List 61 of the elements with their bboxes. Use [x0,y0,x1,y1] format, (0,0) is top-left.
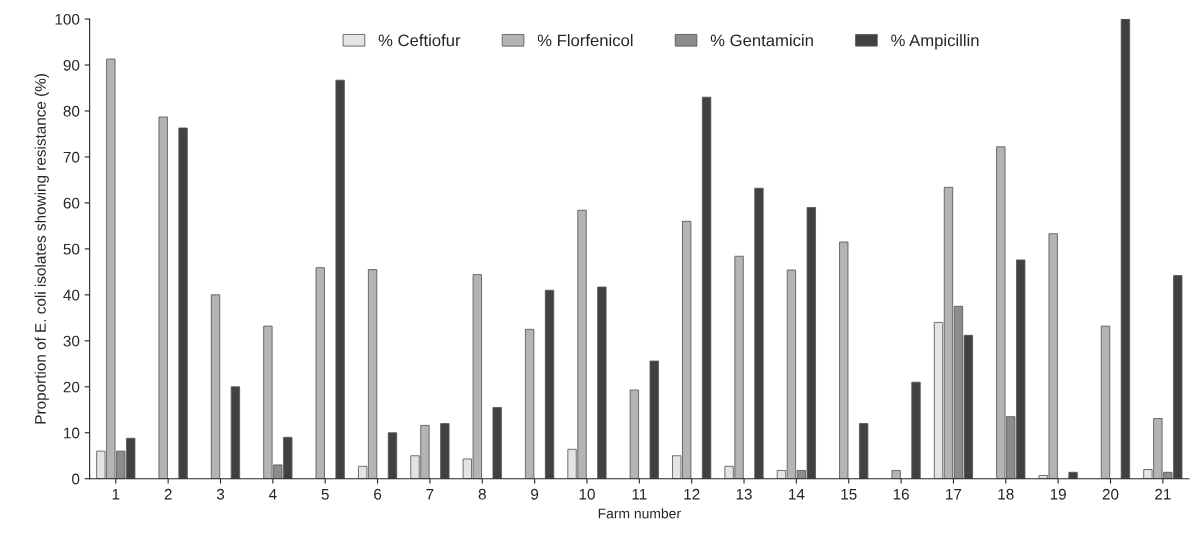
y-tick-label: 50 [63,243,80,255]
bar [859,423,869,479]
bar [701,96,712,479]
bar [597,286,607,479]
bar [158,116,168,479]
y-tick-label: 90 [63,59,80,71]
bar [230,386,241,479]
legend-label: % Ceftiofur [378,34,461,47]
bar [839,241,849,479]
y-tick-label: 10 [64,427,80,439]
x-tick-label: 21 [1155,488,1171,500]
bar [492,407,502,479]
bar [1068,471,1078,479]
bar [754,187,764,479]
x-tick-label: 20 [1102,488,1119,500]
x-tick-label: 11 [632,489,647,500]
bar [210,294,221,479]
y-axis-title: Proportion of E. coli isolates showing resistance (%) [34,74,49,424]
legend-label: % Ampicillin [891,34,979,50]
x-tick-label: 19 [1050,488,1066,500]
bar [629,389,639,479]
bar [440,423,450,479]
x-tick-label: 2 [164,488,172,500]
x-tick-label: 14 [789,489,805,500]
x-tick-label: 6 [374,488,382,500]
bar [891,470,901,479]
y-tick-label: 70 [63,151,80,163]
bar [544,289,555,479]
x-tick-label: 18 [998,488,1014,500]
y-tick-label: 60 [63,197,80,209]
x-tick-label: 16 [893,488,909,500]
x-tick-label: 4 [268,489,277,500]
legend-label: % Gentamicin [710,34,813,47]
y-tick-label: 0 [72,473,80,485]
y-tick-label: 40 [63,289,80,301]
bar [335,79,345,479]
bar [315,267,325,479]
x-tick-label: 8 [478,488,486,500]
x-tick-label: 17 [946,489,962,500]
x-tick-label: 3 [216,488,225,500]
x-tick-label: 10 [579,488,595,500]
bar [525,328,535,479]
x-tick-label: 13 [736,488,752,500]
bar [649,360,659,479]
y-tick-label: 20 [63,381,80,393]
bar [1100,325,1111,479]
x-tick-label: 12 [684,488,700,500]
bar [911,381,921,479]
x-tick-label: 9 [531,488,539,500]
x-tick-label: 1 [112,489,120,500]
y-tick-label: 80 [63,105,80,117]
bar [1120,19,1131,479]
bar [178,127,188,479]
x-tick-label: 5 [321,489,329,500]
bar [387,432,398,479]
x-tick-label: 7 [426,489,434,500]
y-tick-label: 100 [55,13,80,25]
x-axis-title: Farm number [598,508,681,519]
x-tick-label: 15 [841,489,857,500]
y-tick-label: 30 [63,335,80,347]
legend-label: % Florfenicol [537,34,633,47]
